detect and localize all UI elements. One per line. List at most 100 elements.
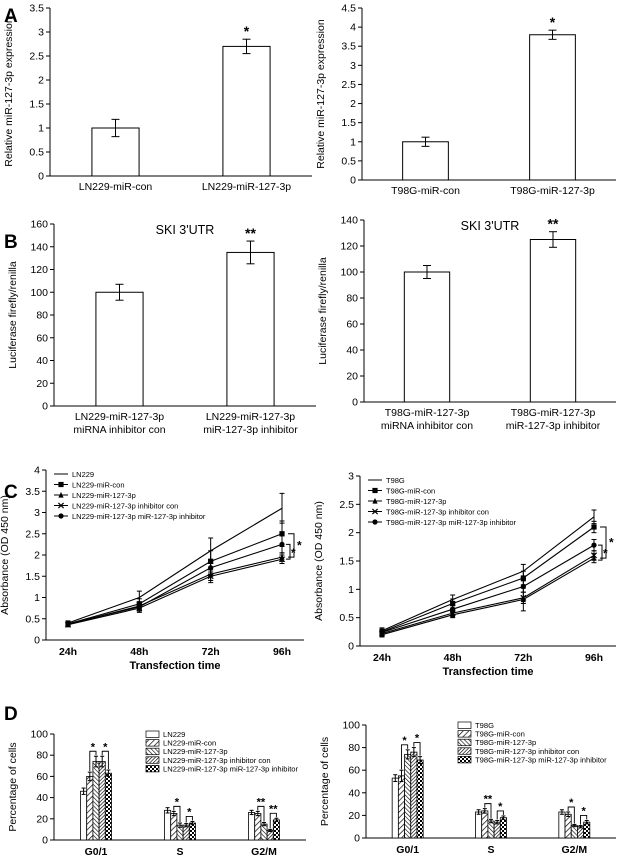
x-tick-label: miRNA inhibitor con <box>73 424 165 436</box>
chart-a1: 0 0.5 1 1.5 2 2.5 3 3.5 Relative miR-127-3p expr… <box>3 3 312 193</box>
legend-label: T98G <box>386 476 405 485</box>
legend-swatch <box>457 747 472 755</box>
series-line <box>381 557 595 636</box>
y-tick-label: 140 <box>30 241 48 253</box>
y-tick-label: 0 <box>352 397 358 409</box>
significance-marker: * <box>498 801 503 813</box>
bar <box>272 819 280 841</box>
significance-bracket <box>269 812 277 829</box>
y-tick-label: 100 <box>30 287 48 299</box>
legend-label: T98G-miR-127-3p <box>386 497 446 506</box>
marker-x <box>520 594 527 601</box>
marker-circle <box>208 565 214 571</box>
significance-marker: * <box>187 806 192 818</box>
y-axis-label: Luciferase firefly/renilla <box>317 257 329 365</box>
legend-swatch <box>145 765 160 773</box>
chart-c2: 0 0.5 1 1.5 2 2.5 3 Absorbance (OD 450 nm) 24h 48… <box>313 471 616 678</box>
y-tick-label: 4 <box>34 465 40 477</box>
y-axis-label: Absorbance (OD 450 nm) <box>313 501 325 621</box>
x-tick-label: LN229-miR-127-3p <box>75 411 164 423</box>
y-tick-label: 0 <box>42 401 48 413</box>
y-tick-label: 0.5 <box>29 147 44 159</box>
significance-marker: ** <box>245 225 256 241</box>
marker-circle <box>379 629 385 636</box>
y-tick-label: 80 <box>348 742 360 754</box>
y-tick-label: 20 <box>36 813 48 825</box>
marker-triangle <box>372 497 378 504</box>
y-tick-label: 1 <box>38 123 44 135</box>
legend-swatch <box>457 721 472 729</box>
bar <box>558 811 566 839</box>
marker-x <box>278 556 286 563</box>
y-tick-label: 1 <box>34 592 40 604</box>
y-tick-label: 4 <box>350 22 356 34</box>
bar <box>260 823 268 841</box>
y-axis-label: Relative miR-127-3p expression <box>3 17 15 167</box>
y-tick-label: 40 <box>346 345 358 357</box>
bar <box>188 822 196 841</box>
y-axis-label: Absorbance (OD 450 nm) <box>0 495 11 615</box>
significance-marker: * <box>603 547 608 561</box>
significance-bracket <box>286 543 291 560</box>
marker-circle <box>591 542 597 548</box>
y-tick-label: 2.5 <box>29 51 44 63</box>
y-tick-label: 2.5 <box>25 528 40 540</box>
significance-marker: ** <box>257 796 266 808</box>
legend-label: LN229-miR-127-3p miR-127-3p inhibitor <box>163 764 299 773</box>
significance-bracket <box>567 806 575 824</box>
y-tick-label: 2.5 <box>339 499 354 511</box>
bar <box>248 812 256 841</box>
x-tick-label: 96h <box>273 646 291 658</box>
y-tick-label: 40 <box>36 792 48 804</box>
chart-b2: 0 20 40 60 80 100 120 140 Luciferase firefly/ren… <box>317 215 616 432</box>
marker-circle <box>372 519 378 525</box>
bar <box>95 291 144 407</box>
bar <box>402 141 449 181</box>
marker-square <box>58 481 64 488</box>
y-tick-label: 0 <box>354 833 360 845</box>
y-tick-label: 0 <box>34 635 40 647</box>
legend-label: T98G-miR-127-3p miR-127-3p inhibitor <box>386 518 517 527</box>
marker-square <box>372 487 378 494</box>
legend-label: T98G <box>475 721 494 730</box>
y-tick-label: 60 <box>346 319 358 331</box>
x-tick-label: G2/M <box>251 846 277 858</box>
y-tick-label: 1.5 <box>339 556 354 568</box>
series-line <box>381 526 595 633</box>
legend-swatch <box>145 756 160 764</box>
legend-label: LN229-miR-127-3p miR-127-3p inhibitor <box>72 512 206 521</box>
legend-label: T98G-miR-127-3p inhibitor con <box>475 747 579 756</box>
marker-triangle <box>58 491 64 498</box>
legend-label: LN229-miR-127-3p <box>163 747 228 756</box>
series-line <box>381 544 595 633</box>
x-tick-label: 48h <box>444 652 462 664</box>
significance-marker: * <box>415 733 420 745</box>
x-axis-label: Transfection time <box>442 666 533 678</box>
bar <box>487 820 495 839</box>
bar <box>98 761 106 841</box>
y-axis-label: Relative miR-127-3p expression <box>315 19 327 169</box>
x-tick-label: T98G-miR-127-3p <box>385 407 470 419</box>
marker-x <box>449 610 456 617</box>
x-tick-label: 72h <box>514 652 532 664</box>
y-axis-label: Percentage of cells <box>319 737 331 826</box>
bar <box>254 813 262 841</box>
significance-bracket <box>288 533 295 558</box>
bar <box>570 825 578 839</box>
y-tick-label: 120 <box>30 264 48 276</box>
bar <box>475 811 483 839</box>
series-line <box>67 558 283 626</box>
y-tick-label: 80 <box>36 310 48 322</box>
bar <box>164 809 172 841</box>
y-tick-label: 3.5 <box>25 486 40 498</box>
significance-marker: ** <box>484 794 493 806</box>
x-tick-label: G0/1 <box>396 844 419 856</box>
legend-label: T98G-miR-127-3p miR-127-3p inhibitor <box>475 755 607 764</box>
bar <box>529 34 576 181</box>
significance-bracket <box>185 816 193 823</box>
series-line <box>67 507 283 624</box>
legend-label: T98G-miR-con <box>475 730 525 739</box>
y-tick-label: 20 <box>36 378 48 390</box>
